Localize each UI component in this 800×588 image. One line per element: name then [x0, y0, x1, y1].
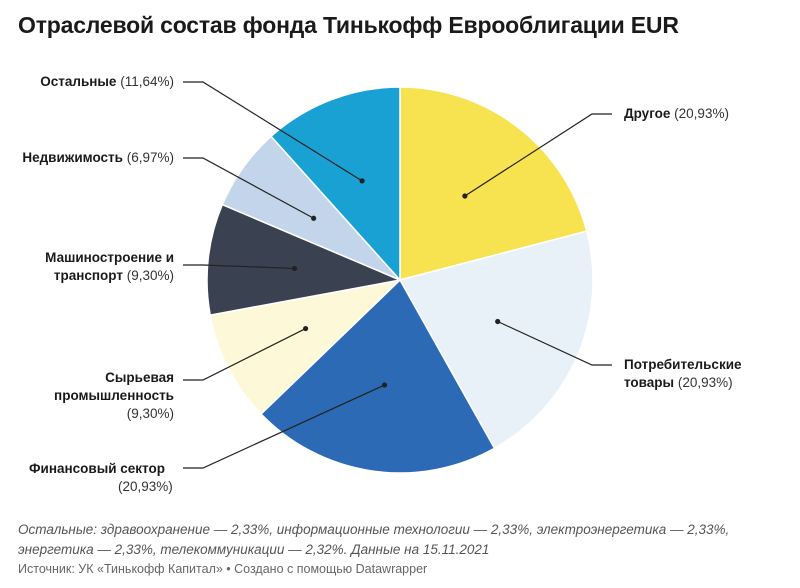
leader-line-finansovyi-sektor	[183, 384, 385, 469]
leader-line-nedvizhimost	[183, 157, 314, 219]
label-ostalnye: Остальные (11,64%)	[40, 74, 174, 89]
pie-slice-potrebitelskie-tovary	[398, 230, 594, 450]
pie-slice-mashinostroenie	[206, 203, 403, 316]
pie-slice-ostalnye	[270, 86, 401, 282]
footnote: Остальные: здравоохранение — 2,33%, инфо…	[18, 522, 730, 557]
leader-dot-mashinostroenie	[291, 265, 298, 272]
leader-line-ostalnye	[183, 81, 363, 182]
leader-line-potrebitelskie-tovary	[497, 320, 612, 366]
leader-dot-nedvizhimost	[311, 215, 317, 221]
label-nedvizhimost: Недвижимость (6,97%)	[22, 150, 174, 165]
pie-chart	[183, 81, 612, 474]
leader-dot-finansovyi-sektor	[381, 382, 388, 388]
leader-dot-drugoe	[462, 193, 468, 199]
leader-line-mashinostroenie	[183, 264, 295, 270]
pie-slice-syrevaya-promyshlennost	[209, 278, 403, 416]
source-credit: Источник: УК «Тинькофф Капитал» • Создан…	[18, 562, 428, 576]
label-potrebitelskie-tovary: Потребительские товары (20,93%)	[624, 357, 742, 390]
label-drugoe: Другое (20,93%)	[624, 106, 729, 121]
leader-line-syrevaya-promyshlennost	[183, 328, 306, 381]
label-mashinostroenie: Машиностроение и транспорт (9,30%)	[45, 250, 174, 283]
leader-line-drugoe	[464, 113, 612, 197]
chart-title: Отраслевой состав фонда Тинькофф Еврообл…	[18, 12, 679, 38]
pie-slice-drugoe	[399, 86, 588, 281]
leader-dot-potrebitelskie-tovary	[495, 318, 501, 325]
leader-dot-ostalnye	[359, 178, 365, 184]
leader-dot-syrevaya-promyshlennost	[303, 325, 309, 332]
label-syrevaya-promyshlennost: Сырьевая промышленность (9,30%)	[54, 370, 174, 421]
label-finansovyi-sektor: Финансовый сектор (20,93%)	[29, 461, 173, 494]
